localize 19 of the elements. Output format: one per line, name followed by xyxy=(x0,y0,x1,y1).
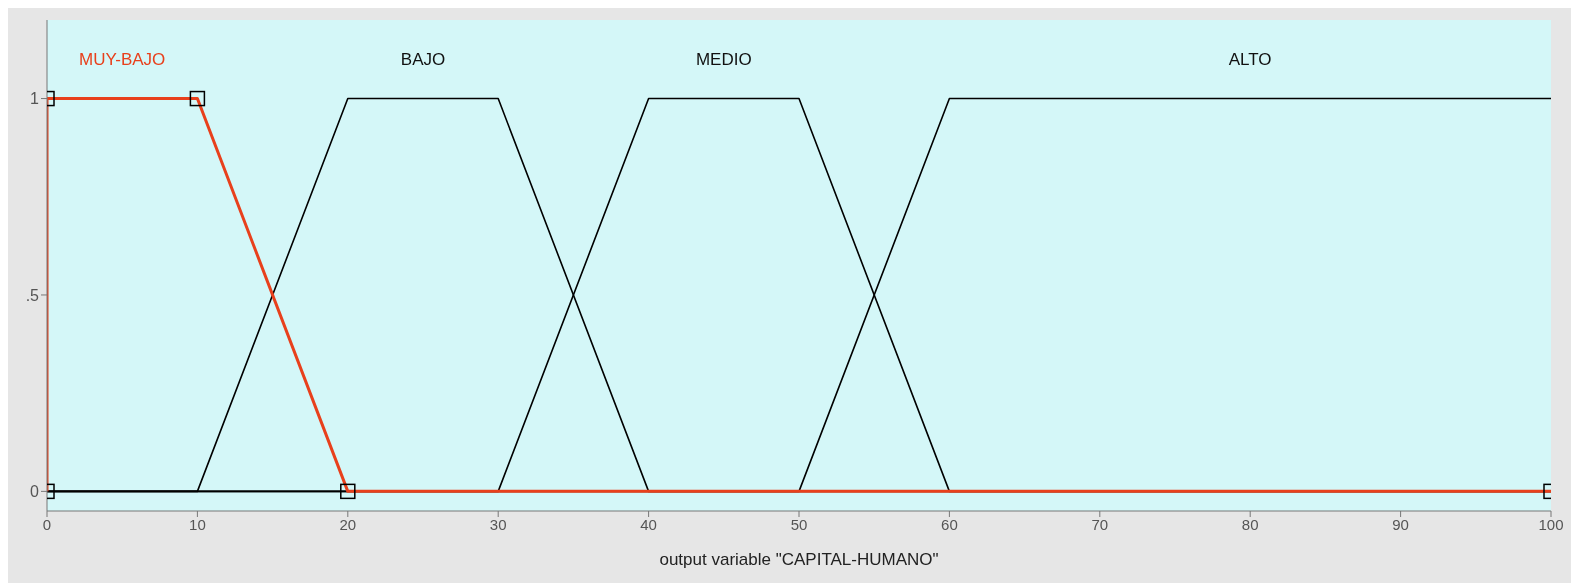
x-tick-label: 60 xyxy=(941,515,958,533)
x-axis-title: output variable "CAPITAL-HUMANO" xyxy=(659,550,939,569)
x-tick-label: 0 xyxy=(42,515,52,533)
x-tick-label: 100 xyxy=(1538,515,1564,533)
y-tick-label: 1 xyxy=(30,90,40,108)
x-tick-label: 30 xyxy=(489,515,507,533)
series-label: MEDIO xyxy=(695,50,752,70)
y-tick-label: .5 xyxy=(25,286,40,304)
x-tick-label: 90 xyxy=(1392,515,1409,533)
x-tick-label: 20 xyxy=(339,515,357,533)
series-label: ALTO xyxy=(1228,50,1272,70)
series-label: MUY-BAJO xyxy=(79,50,166,70)
x-tick-label: 70 xyxy=(1091,515,1109,533)
x-tick-label: 40 xyxy=(640,515,657,533)
x-tick-label: 80 xyxy=(1241,515,1259,533)
x-tick-label: 50 xyxy=(790,515,808,533)
x-tick-label: 10 xyxy=(189,515,206,533)
series-label: BAJO xyxy=(400,50,446,70)
y-tick-label: 0 xyxy=(30,483,40,501)
